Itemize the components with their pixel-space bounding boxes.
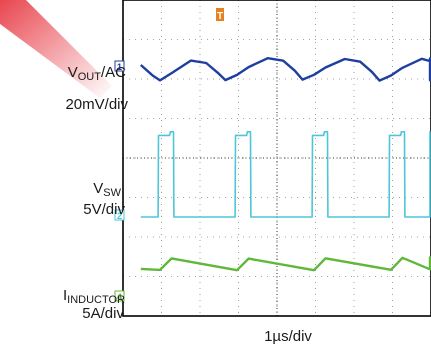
channel-markers: 1 2 4 T <box>114 8 224 302</box>
channel-marker-label: 1 <box>117 62 122 72</box>
trigger-marker-label: T <box>217 11 223 22</box>
iinductor-scale-label: 5A/div <box>82 305 124 322</box>
corner-ribbon <box>0 0 112 98</box>
vout-scale-label: 20mV/div <box>65 96 128 113</box>
vsw-label: VSW <box>93 180 121 199</box>
iinductor-label: IINDUCTOR <box>62 287 125 306</box>
channel-marker-label: 4 <box>117 292 122 302</box>
traces <box>140 57 431 272</box>
plot-frame <box>122 0 431 317</box>
trace-iinductor <box>140 256 431 272</box>
trigger-marker <box>216 8 224 21</box>
vout-label: VOUT/AC <box>67 64 126 83</box>
vsw-scale-label: 5V/div <box>83 201 125 218</box>
time-base-label: 1µs/div <box>264 328 312 345</box>
trace-vsw <box>140 131 431 218</box>
channel-marker-label: 2 <box>117 211 122 221</box>
channel-marker-box <box>114 60 125 72</box>
channel-marker-box <box>114 290 125 302</box>
channel-marker-box <box>114 209 125 221</box>
trace-vout <box>140 57 431 82</box>
